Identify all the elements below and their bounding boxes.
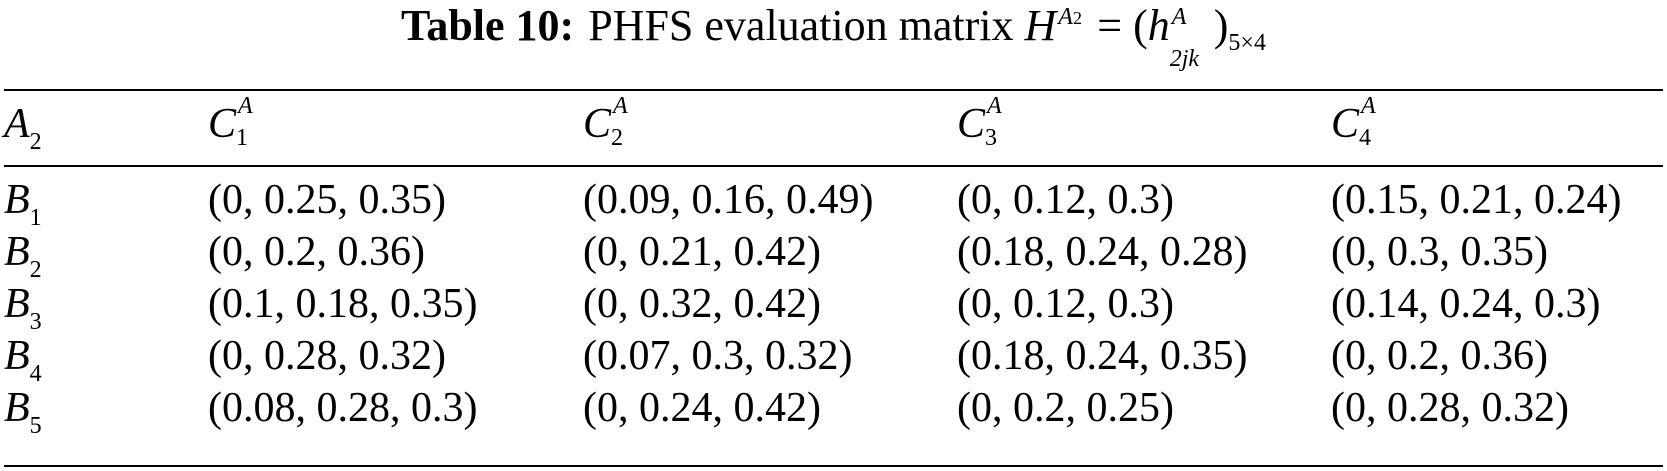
row-label-letter: B xyxy=(4,333,30,379)
caption-entry-symbol: h xyxy=(1147,1,1170,50)
table-cell: (0.07, 0.3, 0.32) xyxy=(583,333,853,379)
column-header-letter: C xyxy=(583,101,612,147)
column-header-subscript: 3 xyxy=(985,125,997,151)
caption-entry-scripts: A 2jk xyxy=(1169,4,1200,72)
table-cell: (0, 0.32, 0.42) xyxy=(583,281,821,327)
corner-letter: A xyxy=(4,101,30,147)
caption-dims: 5×4 xyxy=(1228,29,1266,56)
table-cell: (0.18, 0.24, 0.35) xyxy=(957,333,1248,379)
row-label-3: B3 xyxy=(4,280,42,346)
row-label-1: B1 xyxy=(4,176,42,242)
row-label-letter: B xyxy=(4,229,30,275)
caption-text: PHFS evaluation matrix xyxy=(588,1,1014,50)
column-header-letter: C xyxy=(1331,101,1360,147)
row-label-subscript: 3 xyxy=(29,309,42,335)
table-cell: (0, 0.24, 0.42) xyxy=(583,385,821,431)
row-label-5: B5 xyxy=(4,384,42,450)
caption-equals: = ( xyxy=(1097,1,1148,50)
row-label-letter: B xyxy=(4,385,30,431)
column-header-superscript: A xyxy=(987,93,1002,119)
corner-subscript: 2 xyxy=(29,129,42,155)
table-cell: (0.14, 0.24, 0.3) xyxy=(1331,281,1601,327)
table-cell: (0.1, 0.18, 0.35) xyxy=(208,281,478,327)
column-header-letter: C xyxy=(957,101,986,147)
table-cell: (0, 0.21, 0.42) xyxy=(583,229,821,275)
column-header-subscript: 1 xyxy=(236,125,248,151)
table-cell: (0, 0.25, 0.35) xyxy=(208,177,446,223)
table-caption: Table 10: PHFS evaluation matrix H A2 = (h… xyxy=(0,0,1667,72)
row-label-2: B2 xyxy=(4,228,42,294)
caption-close: ) xyxy=(1213,1,1229,50)
table-cell: (0, 0.2, 0.36) xyxy=(208,229,425,275)
table-cell: (0, 0.2, 0.36) xyxy=(1331,333,1548,379)
row-label-subscript: 1 xyxy=(29,205,42,231)
caption-matrix-superscript: A2 xyxy=(1058,4,1082,30)
table-cell: (0, 0.12, 0.3) xyxy=(957,177,1174,223)
caption-label: Table 10: xyxy=(401,1,575,50)
table-cell: (0, 0.2, 0.25) xyxy=(957,385,1174,431)
row-label-subscript: 5 xyxy=(29,413,42,439)
table-top-rule xyxy=(4,89,1663,91)
table-bottom-rule xyxy=(4,465,1663,467)
table-cell: (0.08, 0.28, 0.3) xyxy=(208,385,478,431)
caption-matrix-symbol: H xyxy=(1024,1,1057,50)
table-cell: (0, 0.28, 0.32) xyxy=(208,333,446,379)
column-header-letter: C xyxy=(208,101,237,147)
column-header-superscript: A xyxy=(613,93,628,119)
table-cell: (0.09, 0.16, 0.49) xyxy=(583,177,874,223)
column-header-subscript: 4 xyxy=(1359,125,1371,151)
table-cell: (0, 0.28, 0.32) xyxy=(1331,385,1569,431)
column-header-superscript: A xyxy=(238,93,253,119)
header-corner-label: A2 xyxy=(4,100,42,166)
column-header-superscript: A xyxy=(1361,93,1376,119)
column-header-subscript: 2 xyxy=(611,125,623,151)
table-header-rule xyxy=(4,165,1663,167)
row-label-subscript: 2 xyxy=(29,257,42,283)
table-cell: (0, 0.3, 0.35) xyxy=(1331,229,1548,275)
table-cell: (0.18, 0.24, 0.28) xyxy=(957,229,1248,275)
table-cell: (0, 0.12, 0.3) xyxy=(957,281,1174,327)
row-label-letter: B xyxy=(4,281,30,327)
row-label-letter: B xyxy=(4,177,30,223)
row-label-subscript: 4 xyxy=(29,361,42,387)
row-label-4: B4 xyxy=(4,332,42,398)
table-cell: (0.15, 0.21, 0.24) xyxy=(1331,177,1622,223)
